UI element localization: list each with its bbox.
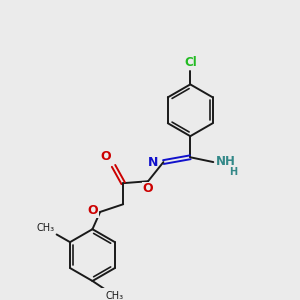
Text: N: N [148, 156, 159, 169]
Text: CH₃: CH₃ [37, 223, 55, 232]
Text: H: H [229, 167, 237, 177]
Text: O: O [100, 150, 111, 163]
Text: CH₃: CH₃ [106, 291, 124, 300]
Text: NH: NH [216, 154, 236, 168]
Text: Cl: Cl [184, 56, 197, 69]
Text: O: O [88, 205, 98, 218]
Text: O: O [143, 182, 153, 195]
